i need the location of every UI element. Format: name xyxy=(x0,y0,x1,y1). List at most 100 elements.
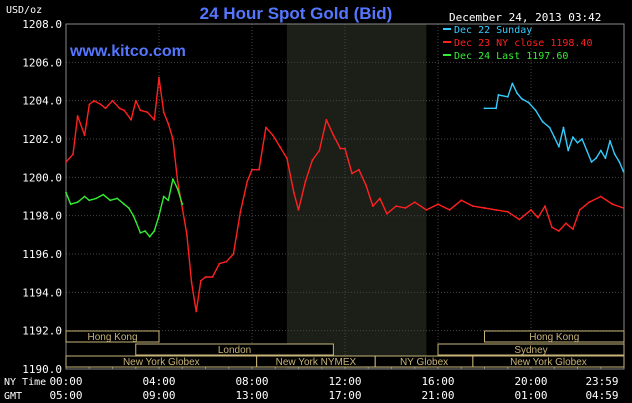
data-point xyxy=(483,207,486,209)
data-point xyxy=(83,134,86,137)
chart-title: 24 Hour Spot Gold (Bid) xyxy=(200,4,393,23)
data-point xyxy=(162,111,165,114)
data-point xyxy=(265,126,267,129)
data-point xyxy=(495,209,497,211)
data-point xyxy=(578,209,581,211)
data-point xyxy=(293,191,295,194)
session-bar xyxy=(65,330,160,343)
data-point xyxy=(153,118,156,121)
data-point xyxy=(544,205,546,208)
data-point xyxy=(588,201,590,204)
x-tick-label-ny: 00:00 xyxy=(49,375,82,388)
data-point xyxy=(358,168,360,171)
session-label: NY Globex xyxy=(400,357,448,368)
legend-entry: Dec 23 NY close 1198.40 xyxy=(454,38,592,49)
legend: Dec 22 Sunday Dec 23 NY close 1198.40 Dec … xyxy=(443,25,592,62)
data-point xyxy=(379,197,381,200)
data-point xyxy=(279,145,281,148)
data-point xyxy=(562,126,565,129)
data-point xyxy=(100,103,102,106)
y-tick-label: 1208.0 xyxy=(22,18,62,31)
data-point xyxy=(83,195,86,198)
data-point xyxy=(325,118,328,121)
data-point xyxy=(622,207,625,209)
data-point xyxy=(622,170,625,173)
data-point xyxy=(195,310,198,313)
data-point xyxy=(472,205,474,208)
data-point xyxy=(65,191,67,194)
data-point xyxy=(558,230,560,232)
data-point xyxy=(497,94,500,96)
data-point xyxy=(172,178,174,181)
data-point xyxy=(76,201,79,204)
data-point xyxy=(297,209,300,211)
data-point xyxy=(565,222,567,225)
data-point xyxy=(239,210,242,213)
data-point xyxy=(69,203,72,206)
data-point xyxy=(520,97,523,100)
session-bar xyxy=(135,343,334,356)
data-point xyxy=(506,95,509,98)
data-point xyxy=(318,149,321,152)
data-point xyxy=(590,161,593,163)
data-point xyxy=(609,140,611,142)
session-label: Sydney xyxy=(514,345,547,356)
data-point xyxy=(158,76,160,79)
data-point xyxy=(404,207,407,209)
data-point xyxy=(613,153,616,156)
data-point xyxy=(386,212,388,215)
data-point xyxy=(167,122,170,125)
data-point xyxy=(88,103,91,106)
data-point xyxy=(567,149,570,152)
data-point xyxy=(190,281,193,284)
data-point xyxy=(111,99,114,102)
data-point xyxy=(581,138,583,140)
session-bar xyxy=(484,330,625,343)
data-point xyxy=(425,209,428,211)
data-point xyxy=(272,134,274,137)
y-tick-label: 1200.0 xyxy=(22,171,62,184)
data-point xyxy=(572,228,574,231)
data-point xyxy=(311,159,314,162)
x-tick-label-gmt: 09:00 xyxy=(142,389,175,402)
data-point xyxy=(146,111,149,114)
data-point xyxy=(186,233,188,236)
data-point xyxy=(134,220,137,223)
y-unit-label: USD/oz xyxy=(6,5,42,16)
x-tick-label-gmt: 01:00 xyxy=(514,389,547,402)
data-point xyxy=(95,197,98,200)
x-tick-label-ny: 20:00 xyxy=(514,375,547,388)
data-point xyxy=(139,109,142,112)
date-label: December 24, 2013 03:42 xyxy=(449,11,601,24)
data-point xyxy=(518,218,521,221)
data-point xyxy=(365,184,367,186)
data-point xyxy=(158,214,160,217)
session-label: New York Globex xyxy=(510,357,587,368)
y-tick-label: 1202.0 xyxy=(22,133,62,146)
data-point xyxy=(88,199,91,202)
data-point xyxy=(204,276,207,278)
y-tick-label: 1196.0 xyxy=(22,248,62,261)
data-point xyxy=(76,115,79,117)
data-point xyxy=(167,199,170,202)
data-point xyxy=(65,161,67,163)
data-point xyxy=(258,168,260,171)
data-point xyxy=(599,149,602,152)
data-point xyxy=(495,107,497,110)
data-point xyxy=(541,120,544,123)
x-tick-label-ny: 12:00 xyxy=(328,375,361,388)
data-point xyxy=(127,207,130,209)
data-point xyxy=(162,195,165,198)
x-tick-label-gmt: 13:00 xyxy=(235,389,268,402)
data-point xyxy=(572,136,574,139)
data-point xyxy=(123,203,125,206)
session-label: New York Globex xyxy=(123,357,200,368)
data-point xyxy=(104,107,107,110)
data-point xyxy=(139,232,142,234)
x-tick-label-ny: 23:59 xyxy=(585,375,618,388)
data-point xyxy=(286,157,288,160)
data-point xyxy=(153,230,156,232)
data-point xyxy=(611,203,614,206)
data-point xyxy=(134,99,137,102)
data-point xyxy=(144,230,147,232)
